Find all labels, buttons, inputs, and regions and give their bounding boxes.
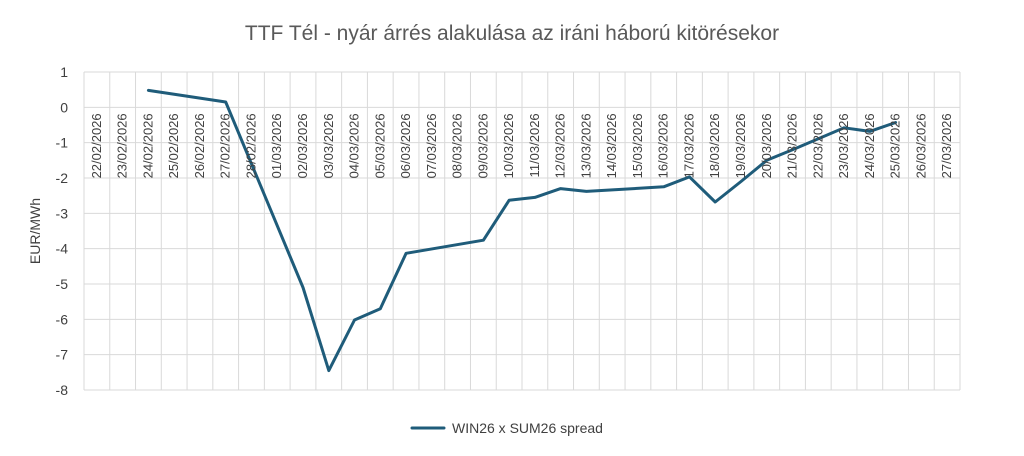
y-tick-label: 1: [60, 64, 68, 80]
legend-label: WIN26 x SUM26 spread: [452, 420, 603, 436]
x-tick-label: 23/03/2026: [836, 113, 851, 178]
x-tick-label: 22/02/2026: [89, 113, 104, 178]
x-tick-label: 21/03/2026: [785, 113, 800, 178]
x-tick-label: 11/03/2026: [527, 113, 542, 177]
x-tick-label: 28/02/2026: [243, 113, 258, 178]
series-line-0: [146, 88, 898, 373]
y-axis-tick-labels: 1 0 -1 -2 -3 -4 -5 -6 -7 -8: [56, 64, 69, 398]
x-tick-label: 24/03/2026: [862, 113, 877, 178]
y-tick-label: -7: [56, 347, 69, 363]
x-axis-tick-labels: 22/02/2026 23/02/2026 24/02/2026 25/02/2026…: [89, 113, 954, 178]
x-tick-label: 16/03/2026: [656, 113, 671, 178]
x-tick-label: 17/03/2026: [681, 113, 696, 178]
legend: WIN26 x SUM26 spread: [410, 420, 603, 436]
chart-title: TTF Tél - nyár árrés alakulása az iráni …: [245, 22, 779, 45]
series-lines: [146, 88, 898, 373]
x-tick-label: 25/03/2026: [888, 113, 903, 178]
y-tick-label: -4: [56, 241, 69, 257]
x-tick-label: 25/02/2026: [166, 113, 181, 178]
x-tick-label: 22/03/2026: [810, 113, 825, 178]
y-tick-label: -3: [56, 205, 69, 221]
x-tick-label: 08/03/2026: [450, 113, 465, 178]
y-tick-label: -8: [56, 382, 69, 398]
x-tick-label: 13/03/2026: [578, 113, 593, 178]
x-tick-label: 07/03/2026: [424, 113, 439, 178]
x-tick-label: 27/03/2026: [939, 113, 954, 178]
y-tick-label: 0: [60, 99, 68, 115]
x-tick-label: 02/03/2026: [295, 113, 310, 178]
x-tick-label: 27/02/2026: [218, 113, 233, 178]
x-tick-label: 18/03/2026: [707, 113, 722, 178]
x-tick-label: 24/02/2026: [140, 113, 155, 178]
x-tick-label: 09/03/2026: [475, 113, 490, 178]
y-tick-label: -1: [56, 135, 69, 151]
x-tick-label: 10/03/2026: [501, 113, 516, 178]
x-tick-label: 14/03/2026: [604, 113, 619, 178]
x-tick-label: 01/03/2026: [269, 113, 284, 178]
x-tick-label: 12/03/2026: [553, 113, 568, 178]
y-tick-label: -6: [56, 311, 69, 327]
x-tick-label: 05/03/2026: [372, 113, 387, 178]
x-tick-label: 15/03/2026: [630, 113, 645, 178]
gridlines: [83, 71, 961, 391]
x-tick-label: 26/03/2026: [913, 113, 928, 178]
y-axis-title: EUR/MWh: [27, 198, 43, 264]
x-tick-label: 20/03/2026: [759, 113, 774, 178]
x-tick-label: 23/02/2026: [115, 113, 130, 178]
x-tick-label: 04/03/2026: [347, 113, 362, 178]
x-tick-label: 03/03/2026: [321, 113, 336, 178]
x-tick-label: 06/03/2026: [398, 113, 413, 178]
y-tick-label: -5: [56, 276, 69, 292]
x-tick-label: 19/03/2026: [733, 113, 748, 178]
y-tick-label: -2: [56, 170, 69, 186]
x-tick-label: 26/02/2026: [192, 113, 207, 178]
